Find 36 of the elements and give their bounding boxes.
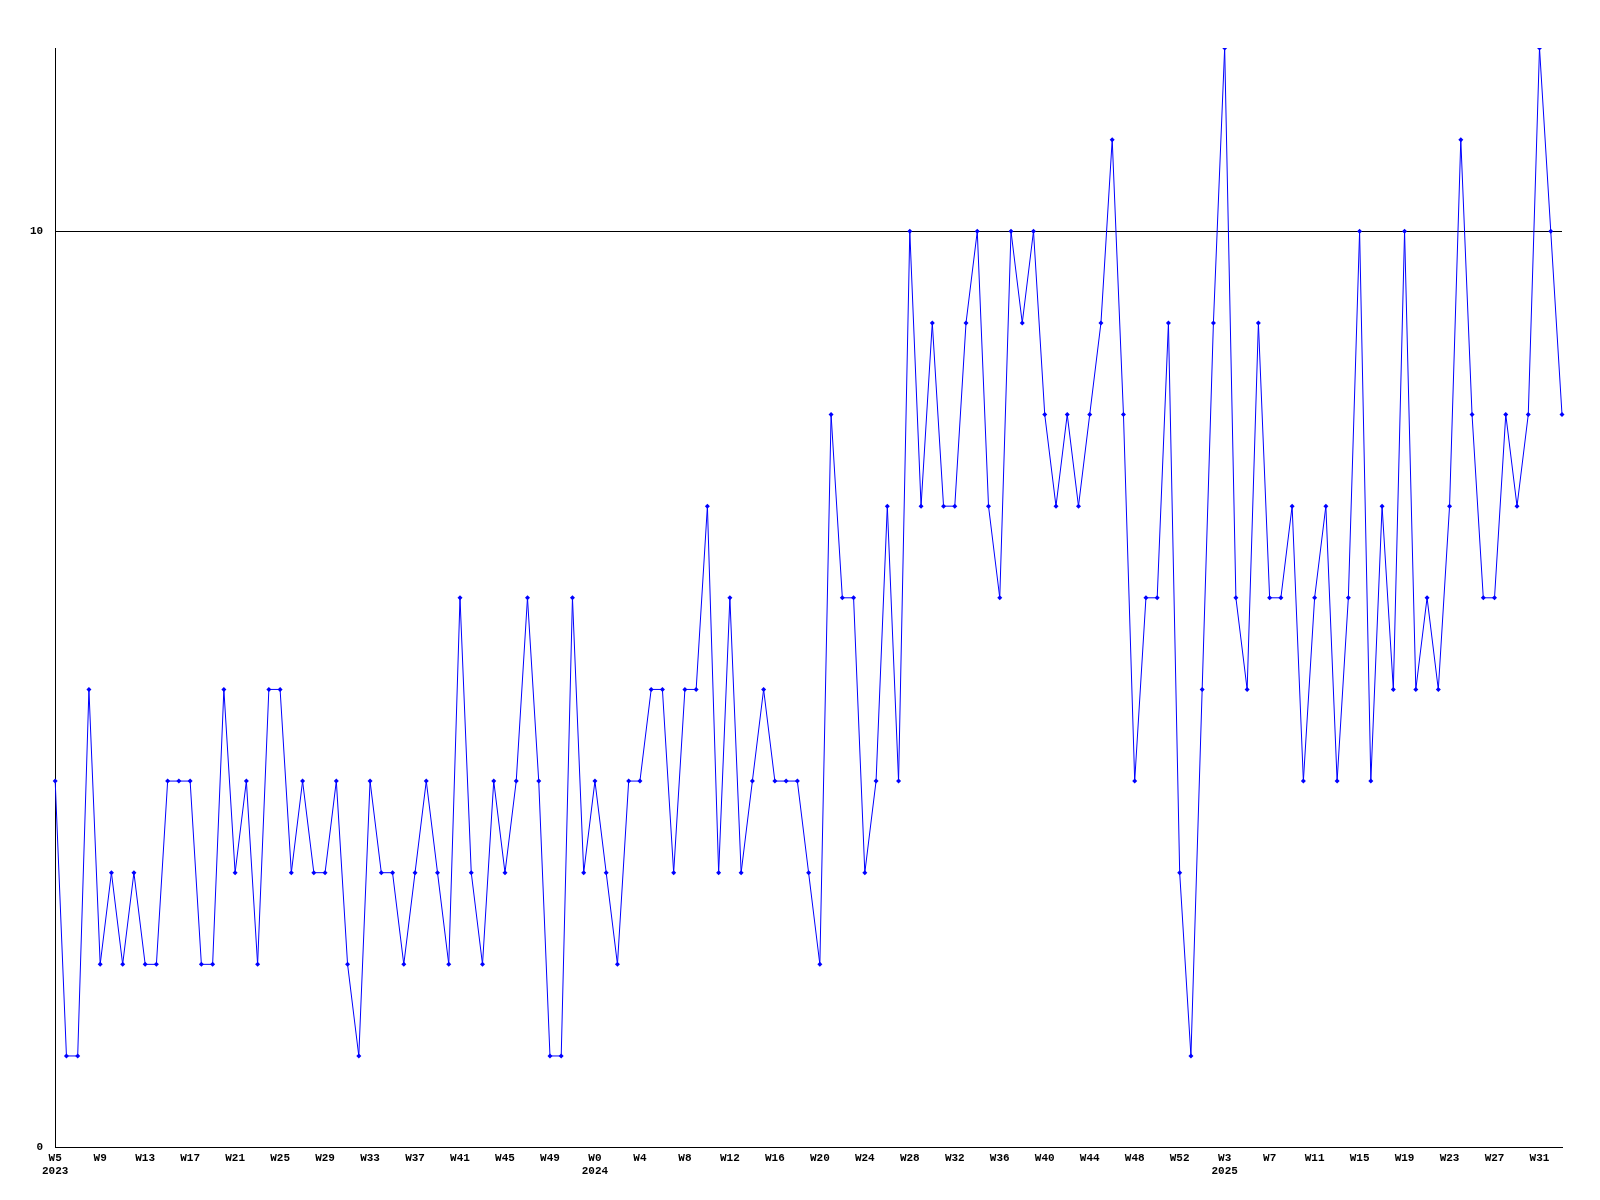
x-tick-label: W4 xyxy=(633,1151,647,1164)
x-tick-label: W48 xyxy=(1124,1151,1145,1164)
x-tick-label: W19 xyxy=(1394,1151,1415,1164)
x-tick-label: W44 xyxy=(1079,1151,1101,1164)
x-tick-label: W0 2024 xyxy=(581,1151,609,1178)
x-tick-label: W8 xyxy=(678,1151,692,1164)
x-tick-label: W3 2025 xyxy=(1211,1151,1239,1178)
x-tick-label: W32 xyxy=(944,1151,965,1164)
y-tick-label: 0 xyxy=(36,1141,44,1154)
x-tick-label: W40 xyxy=(1034,1151,1055,1164)
x-tick-label: W52 xyxy=(1169,1151,1190,1164)
x-tick-label: W25 xyxy=(270,1151,291,1164)
x-tick-label: W45 xyxy=(495,1151,516,1164)
x-tick-label: W15 xyxy=(1349,1151,1370,1164)
x-tick-label: W24 xyxy=(854,1151,876,1164)
x-tick-label: W17 xyxy=(180,1151,201,1164)
x-tick-label: W29 xyxy=(315,1151,335,1164)
x-tick-label: W13 xyxy=(135,1151,156,1164)
x-tick-label: W33 xyxy=(360,1151,381,1164)
x-tick-label: W11 xyxy=(1304,1151,1325,1164)
y-tick-label: 10 xyxy=(30,225,44,238)
x-tick-label: W31 xyxy=(1529,1151,1550,1164)
x-tick-label: W21 xyxy=(225,1151,246,1164)
x-tick-label: W20 xyxy=(809,1151,830,1164)
x-tick-label: W5 2023 xyxy=(42,1151,69,1178)
x-tick-label: W12 xyxy=(719,1151,740,1164)
x-tick-label: W23 xyxy=(1439,1151,1460,1164)
x-tick-label: W37 xyxy=(405,1151,425,1164)
x-tick-label: W41 xyxy=(450,1151,471,1164)
x-tick-label: W36 xyxy=(989,1151,1010,1164)
x-tick-label: W28 xyxy=(899,1151,921,1164)
x-tick-label: W49 xyxy=(540,1151,560,1164)
x-tick-label: W9 xyxy=(93,1151,107,1164)
x-tick-label: W16 xyxy=(764,1151,785,1164)
x-tick-label: W27 xyxy=(1484,1151,1505,1164)
x-tick-label: W7 xyxy=(1263,1151,1277,1164)
